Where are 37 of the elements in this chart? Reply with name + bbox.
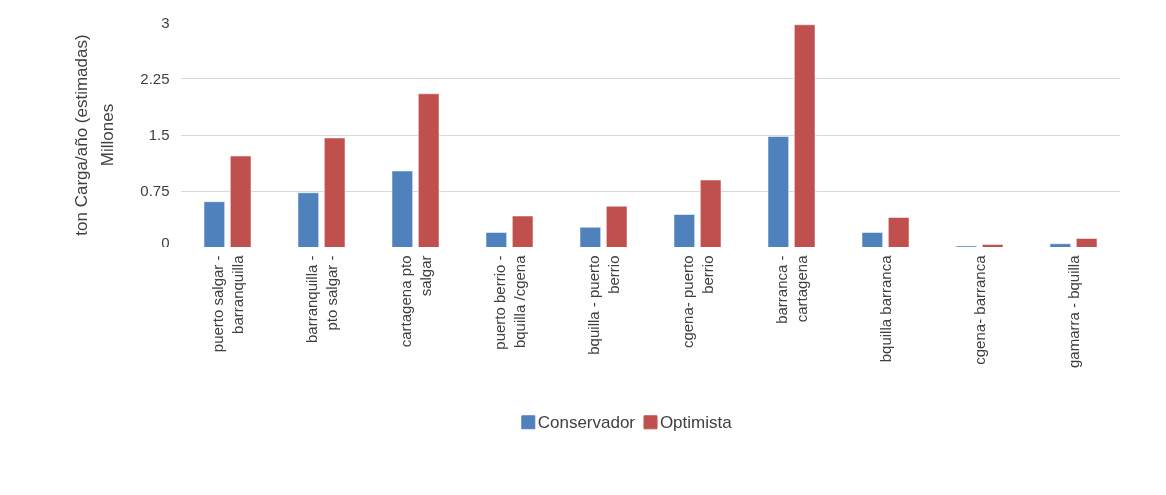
bar [606,206,628,247]
legend-label: Conservador [537,412,636,432]
bar [982,244,1004,247]
bar [1076,238,1098,247]
bar [767,136,789,247]
bar [512,215,534,247]
bar [203,201,225,247]
bar [418,93,440,247]
x-tick-label: puerto salgar - barranquilla [208,254,247,353]
bar [1049,243,1071,247]
y-tick-label: 0 [161,233,170,251]
bar [391,170,413,247]
bar [230,155,252,247]
x-tick-label: gamarra - bquilla [1065,254,1082,369]
x-tick-label: puerto berrio - bquilla /cgena [490,254,529,350]
y-tick-label: 2.25 [140,69,170,87]
bar [861,232,883,247]
text: Millones [98,103,118,167]
bar [888,217,910,247]
y-tick-label: 1.5 [148,126,170,143]
x-tick-label: cgena- puerto berrio [678,255,717,349]
bar [700,179,722,247]
bar [485,232,507,247]
y-tick-label: 0.75 [140,182,170,200]
x-tick-label: cartagena pto salgar [396,255,435,348]
legend-label: Optimista [659,412,733,432]
bar [579,227,601,247]
y-tick-label: 3 [161,13,170,31]
x-tick-label: cgena- barranca [971,254,988,365]
bar [324,137,346,247]
y-axis-title: ton Carga/año (estimadas) [71,34,91,236]
bar [673,214,695,247]
bar [794,24,816,247]
x-tick-label: bquilla - puerto berrio [584,255,623,355]
bar [297,192,319,247]
x-tick-label: barranca - cartagena [772,254,811,324]
x-tick-label: bquilla barranca [877,254,894,363]
